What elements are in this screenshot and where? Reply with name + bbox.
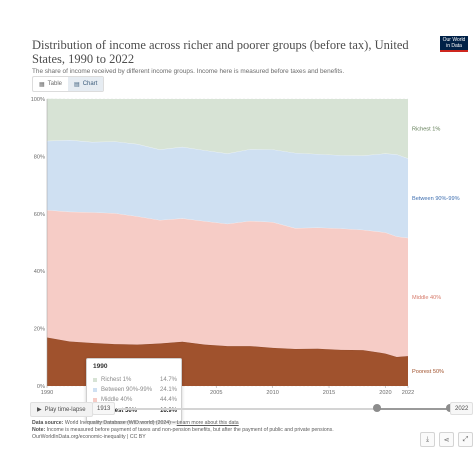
series-end-label: Middle 40% <box>412 295 441 301</box>
timeline-end-year[interactable]: 2022 <box>450 402 474 415</box>
tooltip-row-value: 14.7% <box>159 377 177 383</box>
y-tick-label: 40% <box>34 269 45 275</box>
tooltip-row-between: Between 90%-99% 24.1% <box>93 386 177 394</box>
learn-more-link[interactable]: Learn more about this data <box>176 420 239 426</box>
tooltip-year: 1990 <box>93 363 108 370</box>
tooltip-row-name: Between 90%-99% <box>101 387 153 393</box>
tab-chart[interactable]: ▤ Chart <box>68 77 104 91</box>
area-richest-1 <box>47 98 408 159</box>
tooltip-row-middle: Middle 40% 44.4% <box>93 396 177 404</box>
logo-line-2: in Data <box>446 42 462 49</box>
share-icon[interactable]: ⋖ <box>439 432 454 447</box>
x-tick-label: 2020 <box>379 390 391 396</box>
tooltip-swatch <box>93 398 97 402</box>
series-end-label: Richest 1% <box>412 127 440 133</box>
owid-logo[interactable]: Our World in Data <box>440 36 468 52</box>
play-icon: ▶ <box>37 407 42 413</box>
tooltip-row-name: Poorest 50% <box>101 408 138 414</box>
tooltip-row-name: Middle 40% <box>101 397 133 403</box>
play-label: Play time-lapse <box>44 406 86 413</box>
play-timelapse-button[interactable]: ▶ Play time-lapse <box>30 402 93 417</box>
source-label: Data source: <box>32 420 64 426</box>
tooltip-row-value: 24.1% <box>159 387 177 393</box>
x-tick-label: 2005 <box>210 390 222 396</box>
tooltip-row-richest: Richest 1% 14.7% <box>93 376 177 384</box>
y-tick-label: 0% <box>37 384 45 390</box>
tab-table-label: Table <box>47 81 63 87</box>
tooltip-row-name: Richest 1% <box>101 377 132 383</box>
footer-actions: ⤓ ⋖ ⤢ <box>420 432 473 447</box>
credit-line[interactable]: OurWorldInData.org/economic-inequality |… <box>32 434 146 440</box>
timeline-selected-range <box>376 408 450 410</box>
series-end-label: Poorest 50% <box>412 369 444 375</box>
y-tick-label: 100% <box>31 97 45 103</box>
logo-line-1: Our World <box>442 37 466 43</box>
tooltip-row-value: 44.4% <box>159 397 177 403</box>
chart-card: Distribution of income across richer and… <box>24 26 474 456</box>
tooltip-swatch <box>93 388 97 392</box>
x-tick-label: 2022 <box>402 390 414 396</box>
tab-table[interactable]: ▦ Table <box>33 77 68 91</box>
chart-footer: Data source: World Inequality Database (… <box>32 420 412 441</box>
note-text: Income is measured before payment of tax… <box>46 427 334 433</box>
download-icon[interactable]: ⤓ <box>420 432 435 447</box>
y-tick-label: 80% <box>34 154 45 160</box>
y-tick-label: 20% <box>34 327 45 333</box>
chart-tooltip: 1990 Richest 1% 14.7% Between 90%-99% 24… <box>86 358 182 422</box>
source-text: World Inequality Database (WID.world) (2… <box>64 420 176 426</box>
table-icon: ▦ <box>39 81 45 88</box>
stacked-area-chart[interactable]: 0%20%40%60%80%100%1990200020052010201520… <box>24 26 470 402</box>
view-tabs: ▦ Table ▤ Chart <box>32 76 105 92</box>
chart-subtitle: The share of income received by differen… <box>32 68 345 75</box>
timeline-start-year[interactable]: 1913 <box>92 402 116 415</box>
tooltip-swatch <box>93 378 97 382</box>
area-between-90-99 <box>47 140 408 238</box>
note-label: Note: <box>32 427 46 433</box>
x-tick-label: 2015 <box>323 390 335 396</box>
tab-chart-label: Chart <box>82 81 98 87</box>
data-source-line: Data source: World Inequality Database (… <box>32 420 412 427</box>
chart-title: Distribution of income across richer and… <box>32 38 409 66</box>
area-middle-40 <box>47 210 408 358</box>
note-line: Note: Income is measured before payment … <box>32 427 412 434</box>
x-tick-label: 1990 <box>41 390 53 396</box>
fullscreen-icon[interactable]: ⤢ <box>458 432 473 447</box>
timeline-start-handle[interactable] <box>372 404 381 412</box>
timeline-track[interactable] <box>118 408 450 410</box>
y-tick-label: 60% <box>34 212 45 218</box>
tooltip-row-value: 16.9% <box>159 408 177 414</box>
timeline-controls: ▶ Play time-lapse 1913 2022 <box>30 402 474 417</box>
series-end-label: Between 90%-99% <box>412 196 460 202</box>
chart-icon: ▤ <box>74 81 80 88</box>
x-tick-label: 2010 <box>266 390 278 396</box>
